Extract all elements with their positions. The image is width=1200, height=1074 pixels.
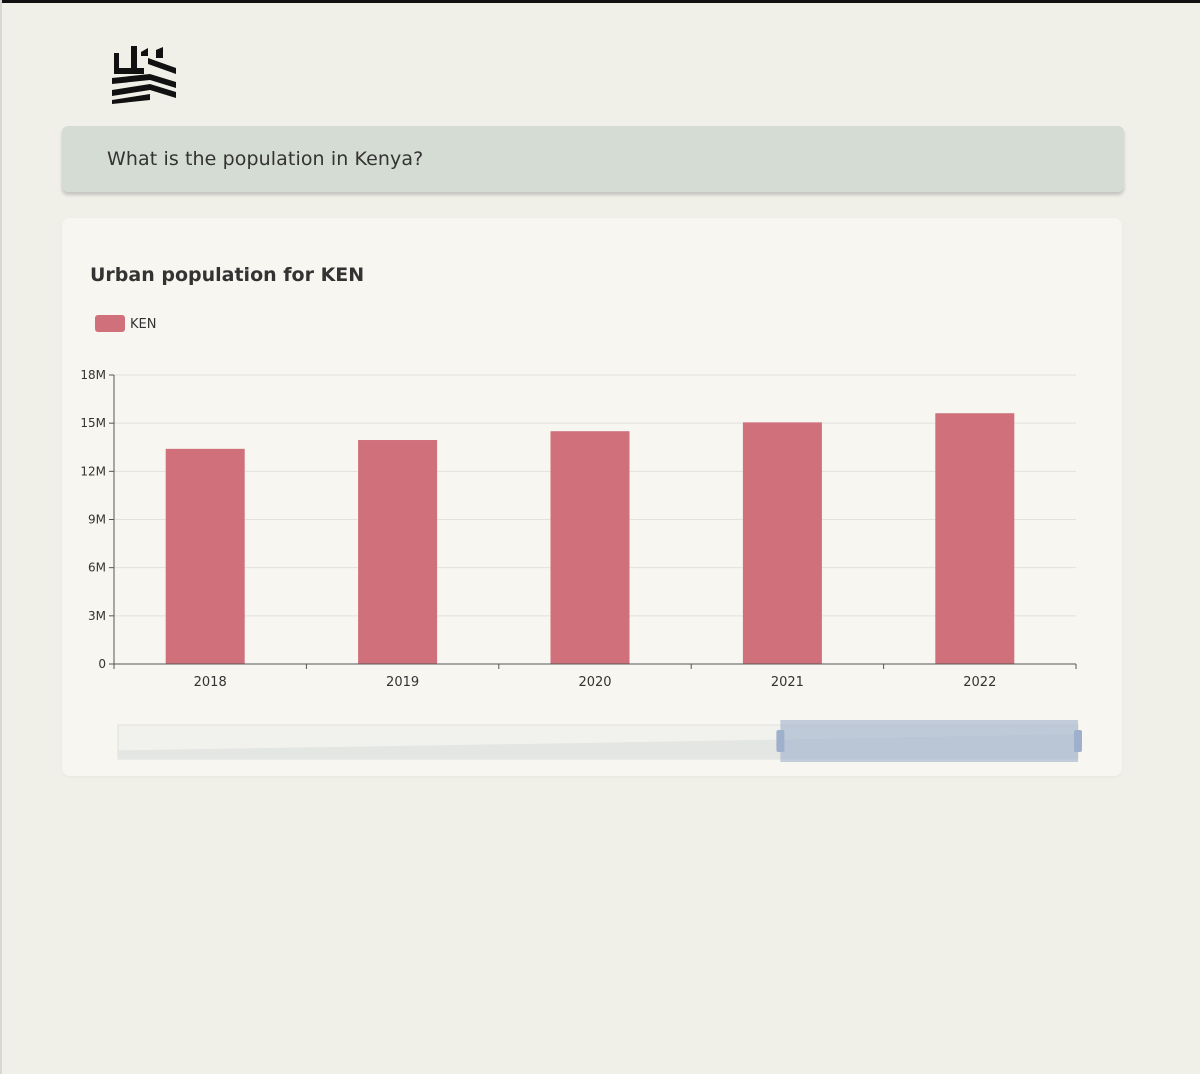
bar-2021[interactable] bbox=[742, 422, 822, 664]
x-tick-label: 2021 bbox=[771, 675, 804, 690]
window-left-border bbox=[0, 0, 2, 1074]
chart-title: Urban population for KEN bbox=[90, 264, 364, 286]
legend-label-ken[interactable]: KEN bbox=[130, 317, 156, 332]
zoom-slider-right-handle[interactable] bbox=[1074, 730, 1082, 752]
brand-logo bbox=[112, 46, 176, 104]
question-bubble: What is the population in Kenya? bbox=[62, 126, 1124, 192]
bar-2022[interactable] bbox=[935, 413, 1015, 664]
y-tick-label: 6M bbox=[88, 561, 106, 575]
bar-2020[interactable] bbox=[550, 431, 630, 664]
y-tick-label: 15M bbox=[80, 416, 106, 430]
zoom-slider-left-handle[interactable] bbox=[776, 730, 785, 752]
bar-2019[interactable] bbox=[358, 440, 438, 664]
x-tick-label: 2019 bbox=[386, 675, 419, 690]
zoom-slider-window[interactable] bbox=[780, 720, 1078, 762]
chart-legend[interactable]: KEN bbox=[95, 315, 156, 332]
chart-card: Urban population for KEN KEN 0 3M 6M 9M 12M 1… bbox=[62, 218, 1122, 776]
bar-2018[interactable] bbox=[165, 448, 245, 664]
x-tick-label: 2020 bbox=[578, 675, 611, 690]
x-tick-label: 2022 bbox=[963, 675, 996, 690]
y-tick-label: 12M bbox=[80, 464, 106, 478]
window-top-border bbox=[0, 0, 1200, 3]
y-tick-label: 9M bbox=[88, 513, 106, 527]
x-tick-label: 2018 bbox=[194, 675, 227, 690]
question-text: What is the population in Kenya? bbox=[107, 148, 424, 170]
y-tick-label: 0 bbox=[98, 657, 106, 671]
y-tick-label: 18M bbox=[80, 368, 106, 382]
legend-swatch-ken[interactable] bbox=[95, 315, 125, 332]
y-tick-label: 3M bbox=[88, 609, 106, 623]
bar-chart: Urban population for KEN KEN 0 3M 6M 9M 12M 1… bbox=[80, 264, 1082, 762]
